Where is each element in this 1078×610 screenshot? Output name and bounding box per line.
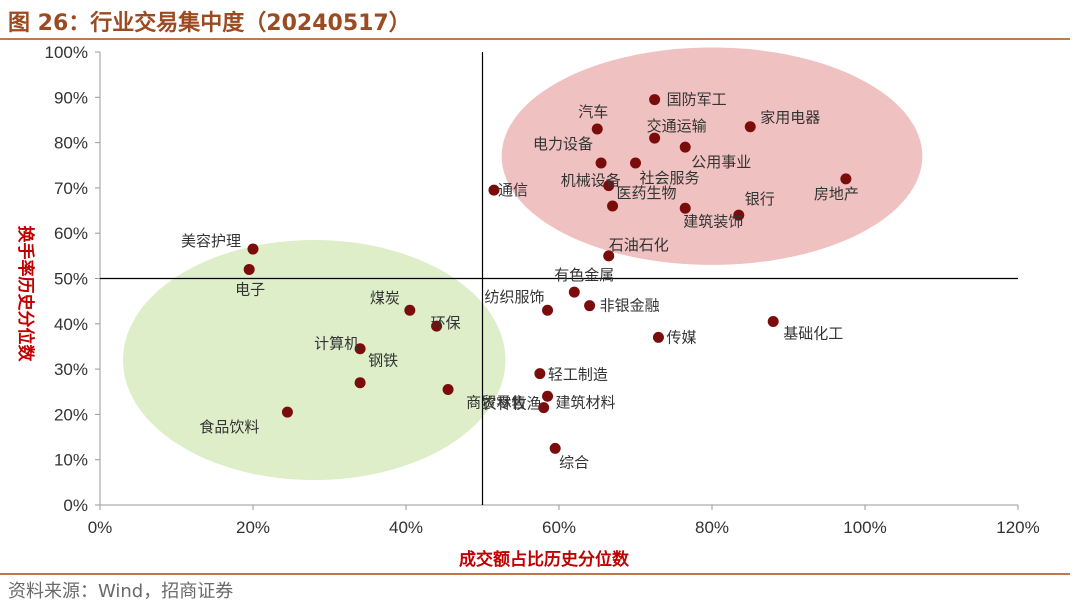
x-tick-label: 0% bbox=[88, 518, 113, 537]
point-label: 环保 bbox=[431, 314, 461, 332]
point-label: 非银金融 bbox=[600, 297, 660, 315]
data-point bbox=[767, 316, 779, 328]
data-point bbox=[649, 132, 661, 144]
point-label: 商贸零售 bbox=[466, 393, 526, 411]
y-tick-label: 60% bbox=[54, 224, 88, 243]
y-tick-label: 80% bbox=[54, 134, 88, 153]
data-point bbox=[404, 304, 416, 316]
point-label: 煤炭 bbox=[370, 289, 400, 307]
data-point bbox=[542, 304, 554, 316]
point-label: 基础化工 bbox=[783, 325, 843, 343]
data-point bbox=[442, 383, 454, 395]
x-tick-label: 20% bbox=[236, 518, 270, 537]
data-point bbox=[733, 209, 745, 221]
point-label: 计算机 bbox=[314, 335, 359, 353]
data-point bbox=[652, 331, 664, 343]
point-label: 家用电器 bbox=[760, 109, 820, 127]
point-label: 综合 bbox=[559, 453, 589, 471]
y-tick-label: 70% bbox=[54, 179, 88, 198]
point-label: 美容护理 bbox=[181, 232, 241, 250]
point-label: 社会服务 bbox=[640, 169, 700, 187]
y-tick-label: 20% bbox=[54, 405, 88, 424]
data-point bbox=[595, 157, 607, 169]
point-label: 国防军工 bbox=[667, 91, 727, 109]
y-tick-label: 10% bbox=[54, 451, 88, 470]
point-label: 电力设备 bbox=[533, 135, 593, 153]
point-label: 轻工制造 bbox=[548, 366, 608, 384]
point-label: 电子 bbox=[235, 280, 265, 298]
point-label: 石油石化 bbox=[609, 236, 669, 254]
data-point bbox=[679, 141, 691, 153]
point-label: 有色金属 bbox=[554, 266, 614, 284]
data-point bbox=[488, 184, 500, 196]
source-note: 资料来源：Wind，招商证券 bbox=[8, 581, 234, 602]
y-tick-label: 40% bbox=[54, 315, 88, 334]
source-divider bbox=[0, 573, 1070, 575]
data-point bbox=[603, 250, 615, 262]
point-label: 汽车 bbox=[578, 103, 608, 121]
data-point bbox=[603, 180, 615, 192]
data-point bbox=[744, 121, 756, 133]
data-point bbox=[840, 173, 852, 185]
title-divider bbox=[0, 38, 1070, 40]
data-point bbox=[354, 377, 366, 389]
y-axis-title: 换手率历史分位数 bbox=[15, 226, 36, 363]
scatter-chart: 0% 10% 20% 30% 40% 50% 60% 70% 80% 90% 100% 0% 20% 40… bbox=[15, 43, 1040, 570]
point-label: 银行 bbox=[745, 190, 775, 208]
axes bbox=[95, 51, 1019, 510]
point-label: 钢铁 bbox=[368, 352, 398, 370]
point-label: 通信 bbox=[498, 181, 528, 199]
data-point bbox=[591, 123, 603, 135]
data-point bbox=[281, 406, 293, 418]
data-point bbox=[679, 202, 691, 214]
x-tick-label: 80% bbox=[695, 518, 729, 537]
data-point bbox=[584, 300, 596, 312]
data-point bbox=[431, 320, 443, 332]
x-tick-label: 100% bbox=[843, 518, 886, 537]
y-tick-label: 30% bbox=[54, 360, 88, 379]
point-label: 交通运输 bbox=[647, 117, 707, 135]
point-label: 房地产 bbox=[814, 185, 859, 203]
region-low bbox=[122, 239, 506, 481]
data-point bbox=[247, 243, 259, 255]
data-point bbox=[538, 402, 550, 414]
data-points bbox=[243, 94, 852, 454]
y-tick-label: 90% bbox=[54, 88, 88, 107]
point-label: 纺织服饰 bbox=[485, 288, 545, 306]
region-high bbox=[501, 47, 923, 265]
point-label: 食品饮料 bbox=[199, 418, 259, 436]
figure-title: 图 26：行业交易集中度（20240517） bbox=[8, 11, 411, 36]
data-point bbox=[568, 286, 580, 298]
data-point bbox=[607, 200, 619, 212]
x-tick-label: 120% bbox=[996, 518, 1039, 537]
point-label: 机械设备 bbox=[561, 172, 621, 190]
data-point bbox=[534, 368, 546, 380]
x-tick-label: 60% bbox=[542, 518, 576, 537]
y-tick-label: 100% bbox=[45, 43, 88, 62]
data-point bbox=[243, 263, 255, 275]
y-tick-label: 50% bbox=[54, 270, 88, 289]
y-tick-label: 0% bbox=[63, 496, 88, 515]
point-label: 医药生物 bbox=[617, 184, 677, 202]
x-tick-label: 40% bbox=[389, 518, 423, 537]
x-axis-title: 成交额占比历史分位数 bbox=[459, 549, 630, 570]
data-point bbox=[630, 157, 641, 169]
data-point bbox=[549, 442, 561, 454]
data-point bbox=[354, 343, 366, 355]
point-label: 建筑装饰 bbox=[683, 212, 743, 230]
point-label: 建筑材料 bbox=[556, 393, 616, 411]
point-label: 传媒 bbox=[666, 328, 696, 346]
point-label: 公用事业 bbox=[691, 153, 751, 171]
point-label: 农林牧渔 bbox=[482, 395, 542, 413]
cluster-regions bbox=[122, 47, 923, 481]
tick-labels: 0% 10% 20% 30% 40% 50% 60% 70% 80% 90% 100% 0% 20% 40… bbox=[45, 43, 1040, 537]
data-point bbox=[649, 94, 661, 106]
data-point bbox=[542, 390, 554, 402]
